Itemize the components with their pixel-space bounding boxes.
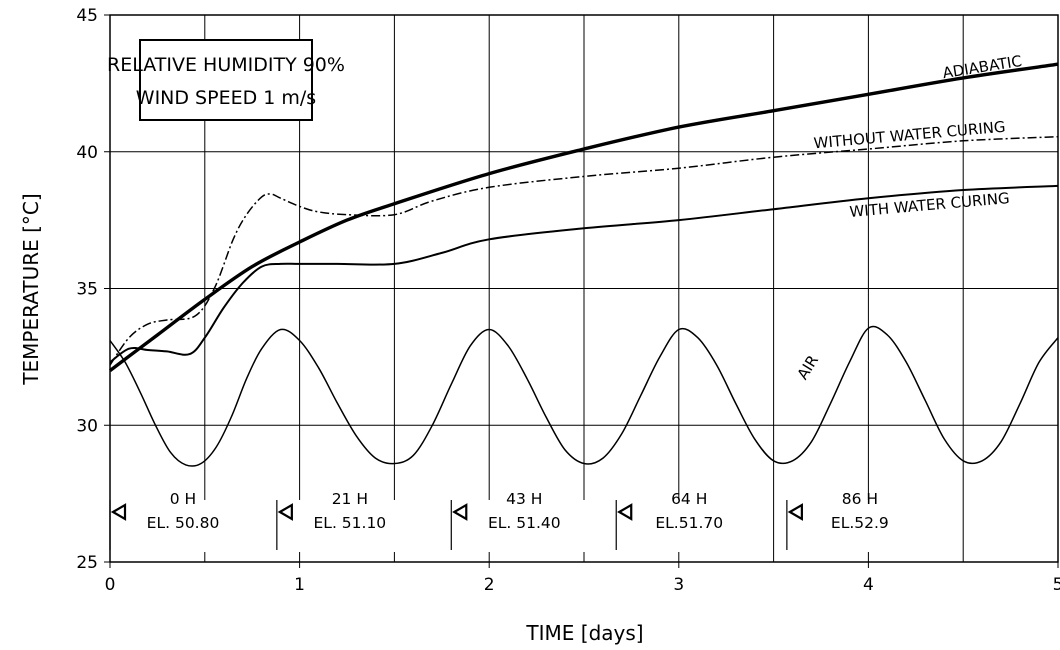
series-line-air: [109, 325, 1059, 467]
annotation-background: [453, 500, 594, 552]
annotation-background: [278, 500, 419, 552]
series-label-air: AIR: [793, 352, 822, 383]
annotation-arrow-icon: [277, 503, 293, 521]
annotation-arrow-icon: [617, 503, 633, 521]
annotation-elevation-label: EL. 51.10: [314, 514, 387, 532]
info-box-frame: [139, 39, 313, 121]
annotation-background: [618, 500, 759, 552]
x-tick-label: 4: [863, 575, 874, 595]
x-tick-label: 3: [673, 575, 684, 595]
x-tick-label: 1: [294, 575, 305, 595]
y-axis-label: TEMPERATURE [°C]: [19, 193, 43, 385]
annotation-elevation-label: EL. 51.40: [488, 514, 561, 532]
annotation-hours-label: 0 H: [170, 490, 196, 508]
series-line-with-water-curing: [109, 184, 1059, 364]
annotation-arrow-icon: [110, 503, 127, 521]
info-box-line-1: RELATIVE HUMIDITY 90%: [107, 54, 345, 76]
annotation-hours-label: 21 H: [332, 490, 368, 508]
annotation-hours-label: 86 H: [842, 490, 878, 508]
annotation-background: [112, 500, 252, 552]
y-tick-label: 25: [76, 553, 98, 573]
series-line-without-water-curing: [109, 135, 1059, 366]
y-tick-label: 30: [76, 416, 98, 436]
series-label-without-water-curing: WITHOUT WATER CURING: [813, 118, 1006, 153]
info-box-line-2: WIND SPEED 1 m/s: [136, 87, 316, 109]
x-tick-label: 2: [484, 575, 495, 595]
annotation-hours-label: 43 H: [506, 490, 542, 508]
y-tick-label: 40: [76, 143, 98, 163]
x-axis-label: TIME [days]: [525, 621, 643, 645]
y-tick-label: 35: [76, 280, 98, 300]
annotation-hours-label: 64 H: [671, 490, 707, 508]
series-layer: [108, 62, 1059, 467]
annotation-arrow-icon: [787, 503, 803, 521]
annotation-elevation-label: EL.51.70: [655, 514, 723, 532]
info-box: RELATIVE HUMIDITY 90% WIND SPEED 1 m/s: [107, 39, 345, 121]
annotation-elevation-label: EL.52.9: [831, 514, 889, 532]
y-tick-label: 45: [76, 6, 98, 26]
series-line-adiabatic: [108, 62, 1059, 372]
annotation-layer: 0 H EL. 50.80 21 H EL. 51.10 43 H EL. 51.40 64…: [109, 490, 929, 552]
annotation-arrow-icon: [452, 503, 468, 521]
annotation-elevation-label: EL. 50.80: [147, 514, 220, 532]
x-tick-label: 5: [1053, 575, 1060, 595]
series-label-with-water-curing: WITH WATER CURING: [849, 189, 1011, 221]
series-label-adiabatic: ADIABATIC: [941, 52, 1023, 82]
x-tick-label: 0: [105, 575, 116, 595]
annotation-background: [788, 500, 929, 552]
grid-lines: [109, 14, 1059, 563]
